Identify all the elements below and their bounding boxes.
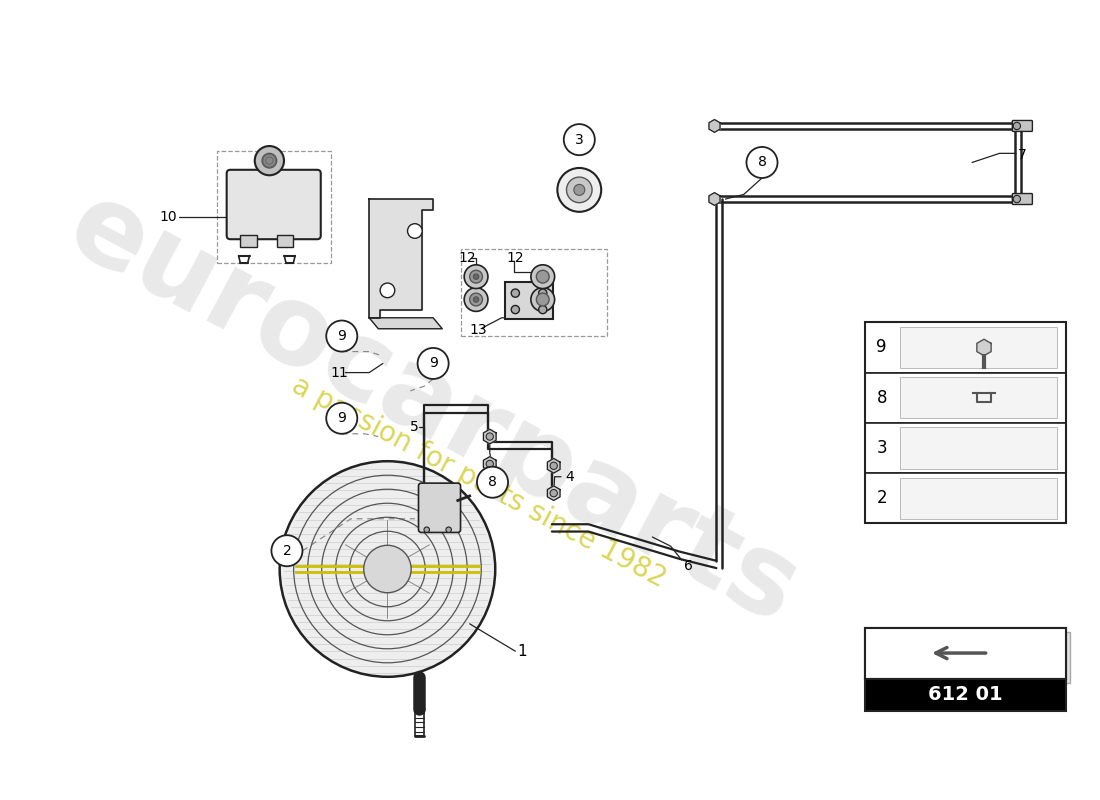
Polygon shape (710, 193, 720, 206)
Polygon shape (483, 457, 496, 471)
Circle shape (446, 527, 451, 533)
Circle shape (1013, 122, 1021, 130)
Circle shape (473, 297, 478, 302)
Circle shape (327, 402, 358, 434)
Circle shape (327, 321, 358, 351)
Text: 11: 11 (331, 366, 349, 379)
Polygon shape (710, 119, 720, 132)
Text: 8: 8 (877, 389, 887, 406)
Circle shape (477, 466, 508, 498)
Circle shape (531, 288, 554, 311)
FancyBboxPatch shape (418, 483, 461, 533)
Text: 5: 5 (410, 421, 419, 434)
Polygon shape (548, 458, 560, 473)
FancyBboxPatch shape (227, 170, 321, 239)
Bar (866, 322, 1066, 373)
Text: 9: 9 (338, 329, 346, 343)
Circle shape (566, 177, 592, 202)
Circle shape (418, 348, 449, 379)
Circle shape (531, 265, 554, 289)
FancyBboxPatch shape (277, 234, 294, 247)
Circle shape (512, 306, 519, 314)
FancyBboxPatch shape (1012, 121, 1033, 131)
Text: 10: 10 (160, 210, 177, 224)
Polygon shape (977, 339, 991, 356)
Bar (866, 322, 1066, 523)
Circle shape (364, 546, 411, 593)
Circle shape (564, 124, 595, 155)
Text: 8: 8 (758, 155, 767, 170)
Bar (900, 377, 1057, 418)
Text: 612 01: 612 01 (928, 686, 1003, 705)
Bar (866, 473, 1066, 523)
Circle shape (486, 460, 494, 468)
Circle shape (539, 289, 547, 298)
FancyBboxPatch shape (241, 234, 256, 247)
Bar (866, 423, 1066, 473)
Circle shape (464, 265, 488, 289)
Circle shape (255, 146, 284, 175)
Circle shape (272, 535, 302, 566)
Circle shape (381, 283, 395, 298)
FancyBboxPatch shape (505, 282, 553, 318)
Circle shape (539, 306, 547, 314)
Polygon shape (370, 199, 433, 318)
Bar (900, 478, 1057, 518)
Circle shape (558, 168, 602, 212)
Text: a passion for parts since 1982: a passion for parts since 1982 (287, 371, 671, 593)
Bar (866, 628, 1066, 679)
Text: 8: 8 (488, 475, 497, 490)
Circle shape (574, 185, 585, 195)
Text: 9: 9 (429, 357, 438, 370)
Circle shape (279, 462, 495, 677)
Circle shape (424, 527, 429, 533)
Circle shape (747, 147, 778, 178)
Text: 9: 9 (338, 411, 346, 426)
Text: 9: 9 (877, 338, 887, 357)
Polygon shape (548, 486, 560, 501)
Circle shape (262, 154, 277, 168)
Text: 12: 12 (506, 251, 524, 266)
Circle shape (512, 289, 519, 298)
Circle shape (537, 293, 549, 306)
Circle shape (550, 490, 558, 497)
Circle shape (537, 270, 549, 283)
Text: eurocarparts: eurocarparts (51, 172, 816, 646)
Polygon shape (370, 318, 442, 329)
Text: 6: 6 (684, 559, 693, 574)
Circle shape (407, 224, 422, 238)
Text: 13: 13 (470, 322, 487, 337)
Circle shape (550, 462, 558, 470)
Bar (900, 327, 1057, 368)
Circle shape (470, 293, 483, 306)
Circle shape (486, 433, 494, 440)
Text: 12: 12 (459, 251, 476, 266)
Text: 1: 1 (517, 644, 527, 658)
Circle shape (464, 288, 488, 311)
Polygon shape (483, 430, 496, 444)
Bar (866, 679, 1066, 710)
Text: 2: 2 (877, 490, 887, 507)
Bar (869, 632, 1070, 683)
Circle shape (1013, 195, 1021, 202)
Text: 2: 2 (283, 544, 292, 558)
Bar (866, 373, 1066, 423)
Text: 4: 4 (565, 470, 574, 484)
Circle shape (473, 274, 478, 279)
Circle shape (470, 270, 483, 283)
Bar (900, 427, 1057, 469)
Text: 7: 7 (1018, 148, 1026, 162)
FancyBboxPatch shape (1012, 194, 1033, 205)
Text: 3: 3 (575, 133, 584, 146)
Text: 3: 3 (877, 439, 887, 457)
